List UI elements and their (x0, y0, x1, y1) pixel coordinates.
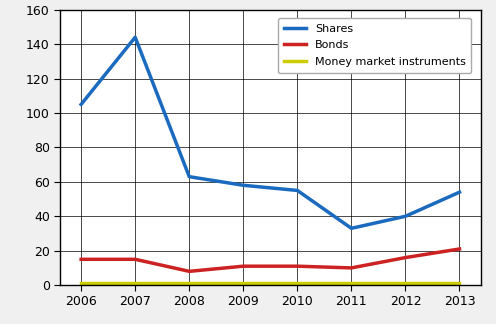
Bonds (456, 247, 462, 251)
Shares (456, 190, 462, 194)
Bonds (78, 257, 84, 261)
Money market instruments (456, 282, 462, 285)
Money market instruments (132, 282, 138, 285)
Bonds (132, 257, 138, 261)
Shares (348, 226, 354, 230)
Bonds (348, 266, 354, 270)
Shares (294, 189, 300, 192)
Money market instruments (78, 282, 84, 285)
Money market instruments (348, 282, 354, 285)
Line: Bonds: Bonds (81, 249, 459, 272)
Shares (241, 183, 247, 187)
Bonds (402, 256, 408, 260)
Bonds (186, 270, 192, 273)
Bonds (294, 264, 300, 268)
Money market instruments (294, 282, 300, 285)
Bonds (241, 264, 247, 268)
Shares (186, 175, 192, 179)
Line: Shares: Shares (81, 37, 459, 228)
Money market instruments (402, 282, 408, 285)
Money market instruments (241, 282, 247, 285)
Shares (132, 35, 138, 39)
Legend: Shares, Bonds, Money market instruments: Shares, Bonds, Money market instruments (278, 18, 471, 73)
Shares (78, 102, 84, 106)
Shares (402, 214, 408, 218)
Money market instruments (186, 282, 192, 285)
